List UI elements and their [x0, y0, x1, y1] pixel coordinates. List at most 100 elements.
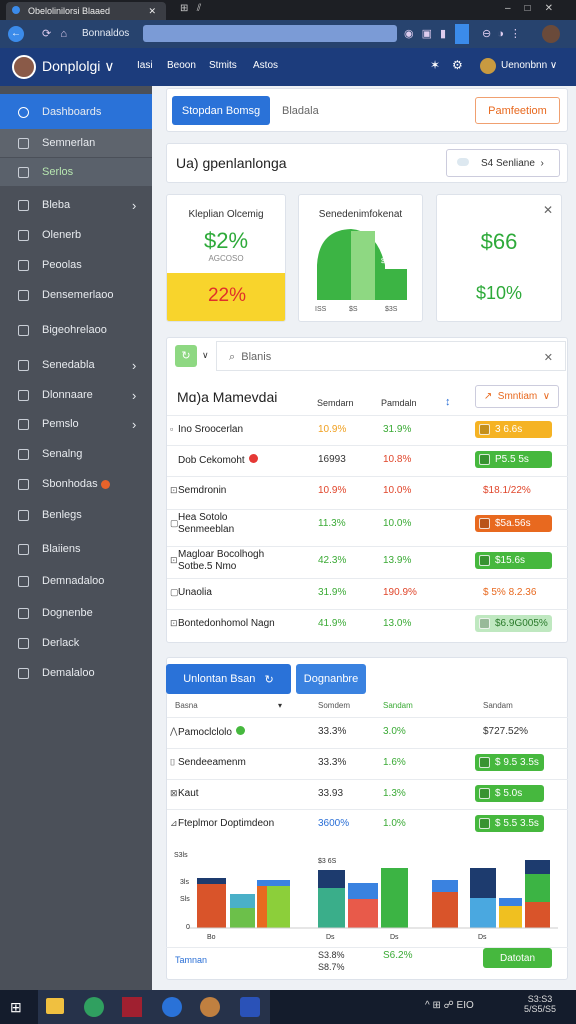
sidebar-item[interactable]: Dashboards [0, 94, 152, 130]
link[interactable]: Bladala [282, 105, 319, 117]
sidebar-item[interactable]: Densemerlaoo [0, 281, 152, 309]
sidebar-item[interactable]: Blaiiens [0, 535, 152, 563]
more-icons[interactable]: ⊖◑⋮ [482, 28, 527, 40]
filter-toggle[interactable]: ↻ [175, 345, 197, 367]
badge[interactable]: $ 5.0s [475, 785, 544, 802]
sidebar-item[interactable]: Semnerlan [0, 129, 152, 157]
footer-value: S3.8% [318, 950, 345, 960]
sidebar-item[interactable]: Pemslo › [0, 410, 152, 438]
action[interactable]: ↗ Smntiam ∨ [475, 385, 559, 408]
badge[interactable]: $ 5.5 3.5s [475, 815, 544, 832]
tray[interactable]: ^ ⊞ ☍ EIO [425, 1000, 474, 1011]
sidebar-item[interactable]: Demnadaloo [0, 567, 152, 595]
sidebar-item[interactable]: Peoolas [0, 251, 152, 279]
sort-icon[interactable]: ↕ [445, 396, 451, 408]
nav-item[interactable]: Stmits [209, 60, 237, 71]
sort[interactable]: ▾ [278, 701, 283, 710]
dropdown[interactable]: ∨ [202, 350, 209, 360]
badge[interactable]: $6.9G005% [475, 615, 552, 632]
favicon [12, 6, 20, 14]
toolbar-icons[interactable]: ◉▣▮ [404, 28, 455, 40]
sidebar-label: Bleba [42, 199, 71, 211]
nav-item[interactable]: Iasi [137, 60, 153, 71]
row-name[interactable]: Magloar Bocolhogh Sotbe.5 Nmo [178, 549, 264, 573]
avatar[interactable] [542, 25, 560, 43]
tab[interactable]: Obelolinilorsi Blaaed ✕ [6, 2, 166, 20]
filter[interactable]: S4 Senliane › [446, 149, 560, 177]
tab[interactable]: Unlontan Bsan ↻ [166, 664, 291, 694]
url[interactable]: Bonnaldos [82, 28, 130, 39]
row-name[interactable]: Ino Sroocerlan [178, 424, 243, 436]
app-icon[interactable] [122, 997, 142, 1017]
tab[interactable]: Dognanbre [296, 664, 366, 694]
row-name[interactable]: Hea Sotolo Senmeeblan [178, 512, 234, 536]
app-icon[interactable] [84, 997, 104, 1017]
row-name[interactable]: Semdronin [178, 485, 226, 497]
row-name[interactable]: Dob Cekomoht [178, 454, 258, 467]
back[interactable]: ← [8, 26, 24, 42]
badge[interactable]: 3 6.6s [475, 421, 552, 438]
window-controls[interactable]: –□✕ [505, 3, 567, 14]
y-label: 3ls [180, 879, 189, 886]
nav-item[interactable]: Beoon [167, 60, 196, 71]
name: Semdronin [178, 485, 227, 496]
header-icons[interactable]: ✶⚙ [430, 58, 475, 72]
close[interactable]: ✕ [542, 203, 553, 217]
user[interactable]: Uenonbnn ∨ [501, 60, 558, 71]
badge[interactable]: $15.6s [475, 552, 552, 569]
logo [12, 55, 36, 79]
name: Hea Sotolo [178, 512, 228, 523]
sidebar-label: Densemerlaoo [42, 289, 114, 301]
sidebar-item[interactable]: Dognenbe [0, 599, 152, 627]
name: Kaut [178, 788, 199, 799]
sidebar-item[interactable]: Benlegs [0, 501, 152, 529]
y-label: 0 [186, 924, 190, 931]
sidebar-label: Blaiiens [42, 543, 81, 555]
app-icon[interactable] [200, 997, 220, 1017]
primary-button[interactable]: Stopdan Bomsg [172, 96, 270, 125]
sidebar-item[interactable]: Senalng [0, 440, 152, 468]
row-name[interactable]: Kaut [178, 788, 199, 800]
row-name[interactable]: Bontedonhomol Nagn [178, 618, 275, 630]
row-name[interactable]: Sendeeamenm [178, 757, 246, 769]
nav-item[interactable]: Astos [253, 60, 279, 71]
footer-button[interactable]: Datotan [483, 948, 552, 968]
sidebar-label: Semnerlan [42, 137, 96, 149]
omnibox[interactable] [143, 25, 397, 42]
row-divider [167, 808, 568, 810]
y-label: Sls [180, 896, 190, 903]
sidebar-item[interactable]: Serlos [0, 158, 152, 186]
app-icon[interactable] [240, 997, 260, 1017]
sidebar-item[interactable]: Senedabla › [0, 351, 152, 379]
cell-a: 11.3% [318, 518, 346, 529]
sidebar-item[interactable]: Derlack [0, 629, 152, 657]
app-icon[interactable] [162, 997, 182, 1017]
row-icon: ▫ [170, 424, 174, 434]
badge[interactable]: $ 9.5 3.5s [475, 754, 544, 771]
sidebar-item[interactable]: Demalaloo [0, 659, 152, 687]
row-name[interactable]: Fteplmor Doptimdeon [178, 818, 274, 830]
badge[interactable]: $5a.56s [475, 515, 552, 532]
name: Sendeeamenm [178, 757, 246, 768]
ext[interactable] [455, 24, 469, 44]
start[interactable]: ⊞ [10, 999, 22, 1015]
row-name[interactable]: Pamoclclolo [178, 726, 245, 739]
sidebar-item[interactable]: Dlonnaare › [0, 381, 152, 409]
row-icon: ▢ [170, 518, 179, 528]
search[interactable]: ⌕ Blanis ✕ [216, 341, 566, 371]
badge[interactable]: P5.5 5s [475, 451, 552, 468]
nav-icons[interactable]: ⟳ ⌂ [42, 28, 68, 40]
sidebar-item[interactable]: Olenerb [0, 221, 152, 249]
clock[interactable]: S3:S3 5/S5/S5 [524, 994, 556, 1014]
sidebar-item[interactable]: Bleba › [0, 191, 152, 219]
secondary-button[interactable]: Pamfeetiom [475, 97, 560, 124]
time: S3:S3 [527, 994, 553, 1004]
sidebar-item[interactable]: Bigeohrelaoo [0, 316, 152, 344]
sidebar-item[interactable]: Sbonhodas [0, 470, 152, 498]
app-icon[interactable] [46, 998, 64, 1014]
sub: Senmeeblan [178, 524, 235, 535]
row-name[interactable]: Unaolia [178, 587, 212, 599]
brand[interactable]: Donplolgi ∨ [42, 58, 115, 74]
tray-text: EIO [456, 1000, 474, 1011]
divider [166, 947, 568, 948]
